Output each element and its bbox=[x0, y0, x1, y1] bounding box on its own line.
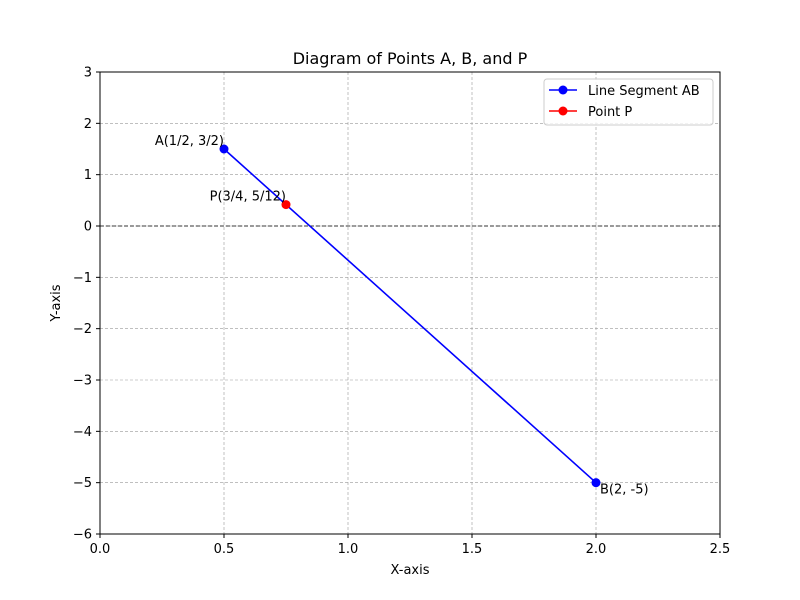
legend: Line Segment AB Point P bbox=[543, 78, 714, 126]
y-tick-label: 2 bbox=[84, 117, 92, 132]
y-tick-label: −6 bbox=[73, 528, 92, 543]
x-tick-label: 1.5 bbox=[462, 542, 483, 557]
legend-label-ab: Line Segment AB bbox=[588, 84, 700, 99]
y-tick-label: −1 bbox=[73, 271, 92, 286]
chart-title: Diagram of Points A, B, and P bbox=[293, 49, 528, 68]
data-point bbox=[591, 478, 601, 488]
data-point bbox=[219, 144, 229, 154]
y-tick-label: −2 bbox=[73, 322, 92, 337]
x-tick-label: 0.5 bbox=[214, 542, 235, 557]
y-tick-label: 1 bbox=[84, 168, 92, 183]
axis-ticks: 0.0 0.5 1.0 1.5 2.0 2.5 3 2 1 0 −1 −2 −3 −4 −5 −6 bbox=[73, 66, 731, 558]
y-axis-label: Y-axis bbox=[49, 284, 64, 322]
point-annotation: A(1/2, 3/2) bbox=[155, 134, 224, 149]
x-tick-label: 0.0 bbox=[90, 542, 111, 557]
legend-marker-ab bbox=[558, 85, 568, 95]
annotations: A(1/2, 3/2) P(3/4, 5/12) B(2, -5) bbox=[155, 134, 649, 498]
x-tick-label: 2.5 bbox=[710, 542, 731, 557]
point-annotation: B(2, -5) bbox=[600, 483, 649, 498]
y-tick-label: 0 bbox=[84, 220, 92, 235]
y-tick-label: −5 bbox=[73, 476, 92, 491]
y-tick-label: −3 bbox=[73, 374, 92, 389]
plot-frame bbox=[99, 71, 721, 535]
series-layer bbox=[219, 144, 601, 488]
x-tick-label: 2.0 bbox=[586, 542, 607, 557]
legend-box bbox=[543, 78, 714, 126]
y-tick-label: −4 bbox=[73, 425, 92, 440]
x-axis-label: X-axis bbox=[391, 563, 430, 578]
y-tick-label: 3 bbox=[84, 66, 92, 81]
legend-marker-p bbox=[558, 106, 568, 116]
data-point bbox=[281, 200, 291, 210]
x-tick-label: 1.0 bbox=[338, 542, 359, 557]
legend-label-p: Point P bbox=[588, 105, 632, 120]
point-annotation: P(3/4, 5/12) bbox=[210, 190, 286, 205]
